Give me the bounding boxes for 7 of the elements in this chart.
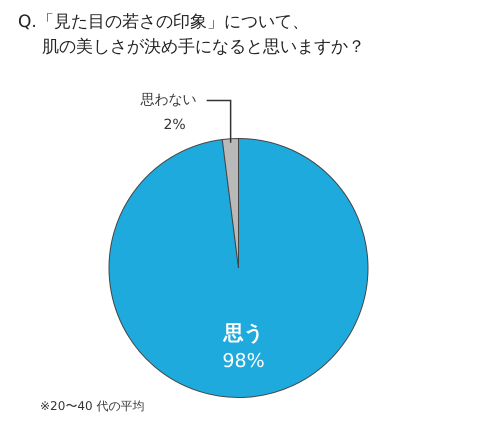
text: ※20〜40 代の平均 [40, 398, 144, 415]
slice-label: 思わない [140, 92, 197, 108]
chart-subtitle: 肌の美しさが決め手になると思いますか？ [42, 36, 365, 59]
slice-label: 思う [222, 320, 264, 344]
chart-title: Q.「見た目の若さの印象」について、 [18, 11, 309, 34]
data-label: 2% [164, 117, 186, 134]
data-label: 98% [222, 350, 265, 372]
